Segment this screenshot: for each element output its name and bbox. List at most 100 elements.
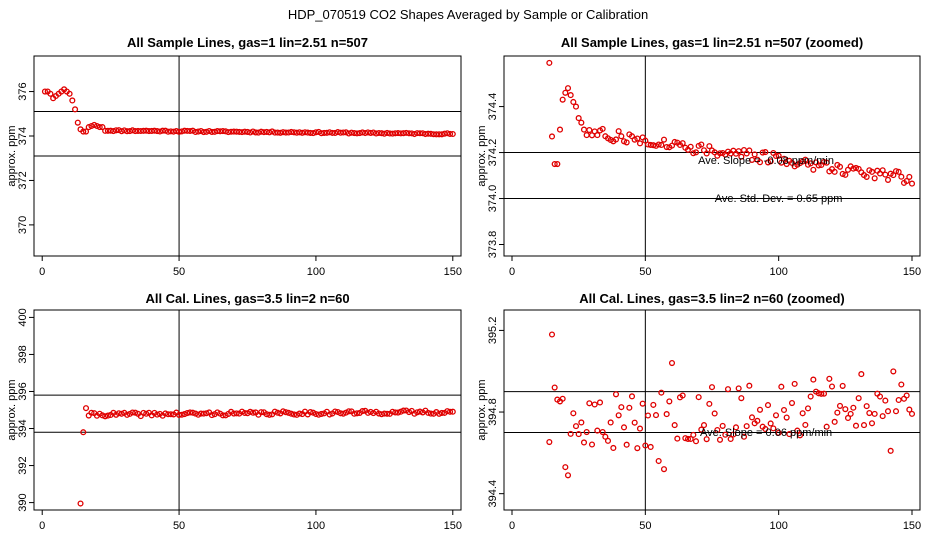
annotation: Ave. Std. Dev. = 0.65 ppm <box>715 193 843 205</box>
y-tick-label: 374.0 <box>487 185 499 213</box>
data-point <box>754 417 761 424</box>
data-point <box>96 124 103 131</box>
data-point <box>610 444 617 452</box>
data-point <box>370 129 377 136</box>
data-point <box>671 138 678 146</box>
x-tick-label: 50 <box>639 266 651 278</box>
data-point <box>422 130 429 138</box>
data-point <box>866 410 873 417</box>
data-point <box>397 130 404 137</box>
data-point <box>714 426 721 434</box>
data-point <box>716 436 724 443</box>
data-point <box>394 130 402 137</box>
data-point <box>580 439 588 446</box>
data-point <box>280 408 287 415</box>
data-point <box>604 437 612 444</box>
data-point <box>674 435 681 442</box>
data-point <box>326 129 333 136</box>
data-point <box>799 410 806 417</box>
data-point <box>644 412 652 419</box>
data-point <box>282 409 289 416</box>
data-point <box>140 127 147 134</box>
data-point <box>260 129 267 136</box>
data-point <box>594 427 601 434</box>
panel-1: All Sample Lines, gas=1 lin=2.51 n=507 0 5… <box>6 35 462 278</box>
data-point <box>47 90 54 97</box>
data-point <box>41 88 48 95</box>
data-point <box>436 410 443 417</box>
panel-title: All Sample Lines, gas=1 lin=2.51 n=507 (… <box>561 35 863 50</box>
data-point <box>706 400 713 407</box>
data-point <box>578 119 585 126</box>
data-point <box>778 383 785 390</box>
data-point <box>551 384 558 391</box>
data-point <box>176 128 183 135</box>
data-point <box>679 140 686 147</box>
data-point <box>884 176 892 183</box>
data-point <box>208 128 215 135</box>
data-point <box>554 160 561 168</box>
y-tick-label: 396 <box>17 382 29 400</box>
data-point <box>389 130 396 137</box>
data-point <box>296 129 303 136</box>
data-point <box>192 128 199 136</box>
data-point <box>375 410 382 417</box>
x-tick-label: 150 <box>903 266 921 278</box>
data-point <box>602 433 609 440</box>
data-point <box>427 410 434 417</box>
data-point <box>310 130 317 137</box>
data-point <box>400 130 407 137</box>
data-point <box>165 128 172 135</box>
data-point <box>844 414 852 422</box>
data-point <box>636 425 644 432</box>
data-point <box>203 410 210 417</box>
data-point <box>599 428 606 436</box>
data-point <box>567 92 574 99</box>
data-point <box>612 136 620 143</box>
y-tick-label: 370 <box>17 216 29 234</box>
data-point <box>178 411 185 418</box>
data-point <box>842 406 849 413</box>
data-point <box>392 409 399 416</box>
data-point <box>219 412 226 419</box>
data-point <box>332 129 339 137</box>
data-point <box>129 127 136 134</box>
data-point <box>658 389 665 396</box>
data-point <box>852 164 860 172</box>
data-point <box>634 445 641 452</box>
data-point <box>414 130 421 137</box>
data-point <box>208 412 215 419</box>
data-point <box>145 127 153 135</box>
data-point <box>722 431 729 438</box>
data-point <box>348 129 355 136</box>
y-tick-label: 394 <box>17 419 29 437</box>
data-point <box>623 139 630 146</box>
y-tick-label: 394.4 <box>487 480 499 508</box>
data-point <box>698 141 705 148</box>
data-point <box>887 447 894 454</box>
data-point <box>628 393 636 400</box>
data-point <box>586 126 593 134</box>
data-point <box>271 129 278 136</box>
data-point <box>323 129 330 136</box>
data-point <box>570 410 577 417</box>
panel-4: All Cal. Lines, gas=3.5 lin=2 n=60 (zoom… <box>476 291 921 532</box>
data-point <box>908 180 916 187</box>
data-point <box>828 383 836 390</box>
data-point <box>831 418 838 425</box>
data-point <box>740 433 748 440</box>
data-point <box>591 401 598 408</box>
data-point <box>623 441 630 448</box>
data-point <box>280 129 287 136</box>
data-point <box>892 168 900 175</box>
data-point <box>326 411 333 418</box>
data-point <box>852 422 860 429</box>
data-point <box>329 129 336 136</box>
data-point <box>698 426 705 433</box>
data-point <box>575 115 582 122</box>
data-point <box>176 411 183 418</box>
data-point <box>197 127 205 135</box>
data-point <box>77 500 84 507</box>
x-tick-label: 150 <box>444 266 462 278</box>
data-point <box>186 409 194 416</box>
